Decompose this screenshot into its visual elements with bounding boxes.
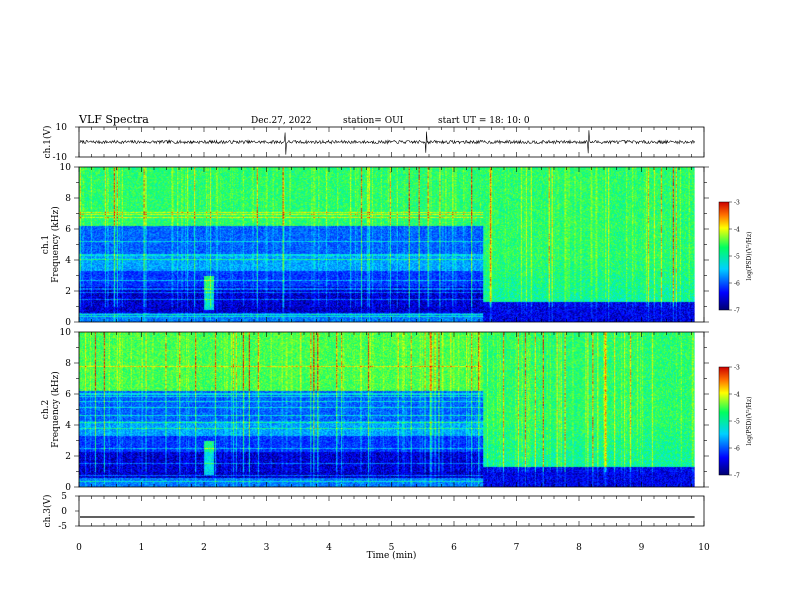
ch1-colorbar-tick-label: -7 [734,308,740,315]
ch1-colorbar-label: log(PSD)(V²/Hz) [746,232,753,281]
start-ut-label: start UT = 18: 10: 0 [438,116,530,126]
ch1-colorbar [718,201,730,311]
ch2-ytick-label: 4 [65,421,71,431]
ch1-colorbar-tick-label: -5 [734,254,740,261]
xaxis-tick-label: 8 [576,543,582,553]
station-label: station= OUI [343,116,404,126]
ch1-colorbar-tick-label: -4 [734,227,740,234]
xaxis-tick-label: 2 [201,543,207,553]
ch2-ytick-label: 2 [65,452,71,462]
ch1-spectrogram-image [79,167,695,322]
xaxis-tick-label: 1 [139,543,145,553]
xaxis-tick-label: 6 [451,543,457,553]
ch3-ytick-label: 0 [61,507,67,517]
ch2-ytick-label: 8 [65,359,71,369]
xaxis-tick-label: 10 [698,543,710,553]
xaxis-tick-label: 0 [76,543,82,553]
ch1-colorbar-tick-label: -3 [734,200,740,207]
ch1-ytick-label: 10 [56,123,68,133]
ch2-ytick-label: 0 [65,483,71,493]
ch1-colorbar-tick-label: -6 [734,281,740,288]
ch1-waveform-line [79,130,695,155]
date-label: Dec.27, 2022 [251,116,312,126]
ch1-ylabel-frequency: Frequency (kHz) [50,206,61,283]
ch2-colorbar-tick-label: -3 [734,365,740,372]
ch2-ylabel-frequency: Frequency (kHz) [50,371,61,448]
page-title: VLF Spectra [79,113,149,126]
ch2-colorbar [718,366,730,476]
xaxis-tick-label: 4 [326,543,332,553]
xaxis-tick-label: 5 [389,543,395,553]
ch2-ylabel: ch.2 [41,400,51,419]
ch2-colorbar-label: log(PSD)(V²/Hz) [746,397,753,446]
ch2-colorbar-tick-label: -6 [734,446,740,453]
ch1-ytick-label: 10 [60,163,72,173]
ch3-ytick-label: -5 [58,522,67,532]
xaxis-tick-label: 7 [514,543,520,553]
ch2-ytick-label: 6 [65,390,71,400]
ch2-colorbar-tick-label: -4 [734,392,740,399]
ch2-colorbar-tick-label: -7 [734,473,740,480]
ch2-spectrogram-image [79,332,695,487]
ch1-ylabel: ch.1 [41,235,51,254]
ch1-ytick-label: 0 [65,318,71,328]
xaxis-label: Time (min) [367,550,417,561]
ch2-colorbar-tick-label: -5 [734,419,740,426]
ch1-ylabel: ch.1(V) [42,126,53,159]
ch1-ytick-label: 6 [65,225,71,235]
xaxis-tick-label: 3 [264,543,270,553]
ch1-ytick-label: -10 [53,153,68,163]
xaxis-tick-label: 9 [639,543,645,553]
ch1-ytick-label: 4 [65,256,71,266]
ch3-ylabel: ch.3(V) [42,495,53,528]
ch1-ytick-label: 8 [65,194,71,204]
ch1-ytick-label: 2 [65,287,71,297]
ch3-ytick-label: 5 [61,492,67,502]
ch2-ytick-label: 10 [60,328,72,338]
